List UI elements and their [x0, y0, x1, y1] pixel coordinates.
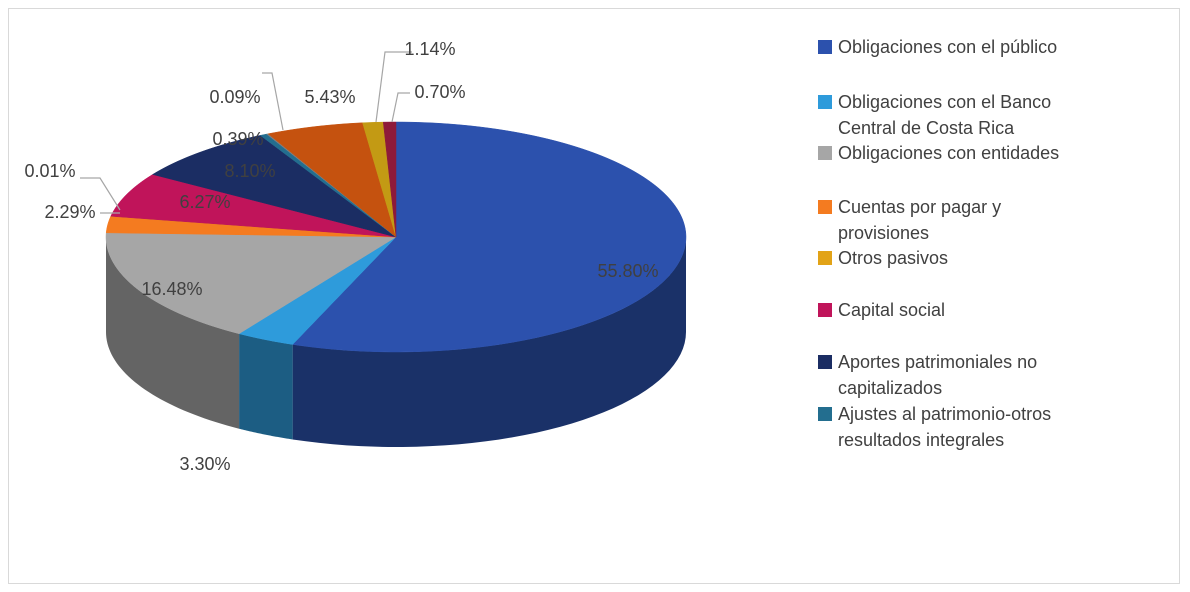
data-label: 0.70% — [414, 82, 465, 102]
legend-swatch — [818, 95, 832, 109]
slice — [267, 122, 397, 238]
legend-label: Obligaciones con el Banco Central de Cos… — [838, 92, 1052, 138]
legend-swatch — [818, 407, 832, 421]
data-label: 5.43% — [304, 87, 355, 107]
legend-entry: Ajustes al patrimonio-otros resultados i… — [818, 401, 1080, 453]
slice — [110, 174, 397, 238]
slice — [105, 232, 397, 334]
data-label: 16.48% — [141, 279, 202, 299]
data-label: 0.39% — [212, 129, 263, 149]
legend-label: Otros pasivos — [838, 248, 949, 268]
legend-label: Capital social — [838, 300, 946, 320]
slice — [382, 121, 397, 238]
legend-entry: Capital social — [818, 297, 1080, 323]
legend-swatch — [818, 355, 832, 369]
data-label: 0.01% — [24, 161, 75, 181]
data-label: 8.10% — [224, 161, 275, 181]
leader-line — [262, 72, 284, 131]
legend-label: Cuentas por pagar y provisiones — [838, 197, 1002, 243]
legend-entry: Otros pasivos — [818, 245, 1080, 271]
legend-swatch — [818, 40, 832, 54]
legend-entry: Obligaciones con entidades — [818, 140, 1080, 166]
leader-line — [80, 177, 121, 211]
legend-entry: Obligaciones con el Banco Central de Cos… — [818, 89, 1080, 141]
legend-label: Aportes patrimoniales no capitalizados — [838, 352, 1038, 398]
chart-frame — [8, 8, 1180, 584]
legend-entry: Obligaciones con el público — [818, 34, 1080, 60]
legend-entry: Aportes patrimoniales no capitalizados — [818, 349, 1080, 401]
data-label: 0.09% — [209, 87, 260, 107]
data-label: 55.80% — [597, 261, 658, 281]
legend-entry: Cuentas por pagar y provisiones — [818, 194, 1080, 246]
legend-label: Ajustes al patrimonio-otros resultados i… — [838, 404, 1052, 450]
leader-line — [391, 92, 410, 123]
legend-label: Obligaciones con entidades — [838, 143, 1060, 163]
data-label: 6.27% — [179, 192, 230, 212]
slice — [292, 121, 687, 353]
data-label: 1.14% — [404, 39, 455, 59]
legend-swatch — [818, 146, 832, 160]
data-label: 3.30% — [179, 454, 230, 474]
slice-side — [292, 237, 686, 447]
legend-swatch — [818, 303, 832, 317]
legend-swatch — [818, 251, 832, 265]
slice — [151, 135, 397, 238]
slice-side — [106, 237, 240, 429]
data-label: 2.29% — [44, 202, 95, 222]
leader-line — [375, 51, 412, 123]
slice — [238, 236, 397, 345]
slice-side — [239, 333, 293, 440]
legend-label: Obligaciones con el público — [838, 37, 1058, 57]
legend-swatch — [818, 200, 832, 214]
